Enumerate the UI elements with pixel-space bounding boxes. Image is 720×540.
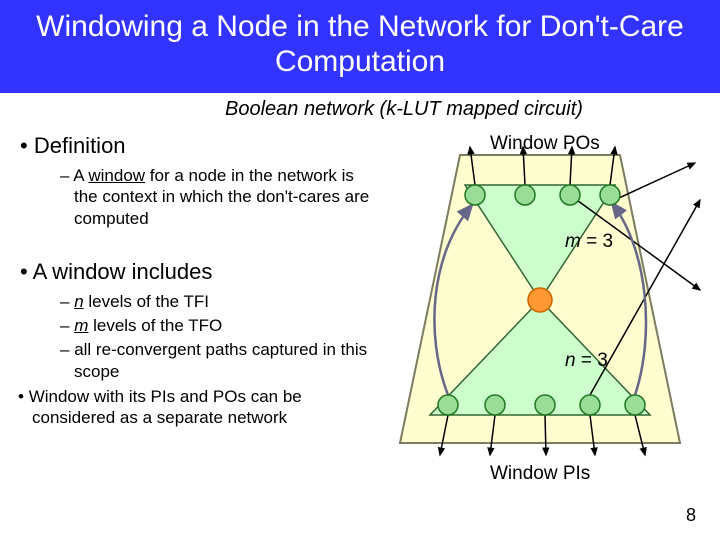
label-window-pis: Window PIs — [490, 463, 590, 485]
label-n: n = 3 — [565, 350, 608, 372]
bullet-inc2: m levels of the TFO — [60, 315, 375, 336]
bullet-definition: Definition — [20, 133, 375, 159]
diagram-area: Window POs Window PIs m = 3 n = 3 — [385, 103, 710, 434]
bullet-def-sub: A window for a node in the network is th… — [60, 165, 375, 229]
bullet-inc3: all re-convergent paths captured in this… — [60, 339, 375, 382]
bullet-separate-network: Window with its PIs and POs can be consi… — [18, 386, 375, 429]
bullet-list: Definition A window for a node in the ne… — [40, 103, 385, 434]
diagram-svg — [390, 135, 720, 495]
network-diagram: Window POs Window PIs m = 3 n = 3 — [390, 135, 720, 500]
label-m: m = 3 — [565, 231, 613, 253]
slide-title: Windowing a Node in the Network for Don'… — [0, 0, 720, 93]
bullet-inc1: n levels of the TFI — [60, 291, 375, 312]
page-number: 8 — [686, 505, 696, 526]
label-window-pos: Window POs — [490, 133, 600, 155]
content-area: Boolean network (k-LUT mapped circuit) D… — [0, 93, 720, 434]
bullet-includes: A window includes — [20, 259, 375, 285]
